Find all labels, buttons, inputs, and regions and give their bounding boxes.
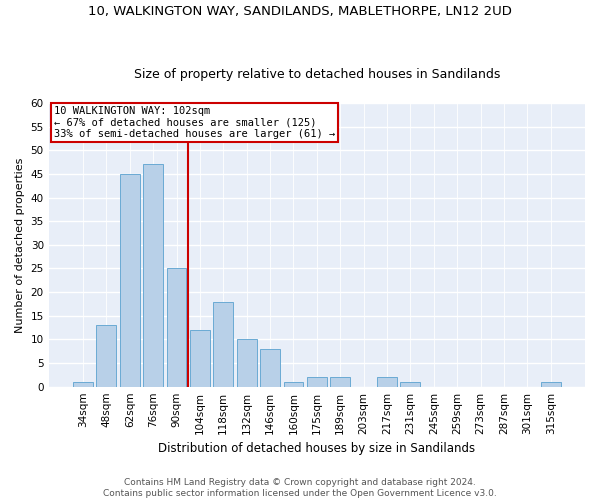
Bar <box>97 325 116 386</box>
Bar <box>143 164 163 386</box>
Bar <box>284 382 304 386</box>
Bar <box>214 302 233 386</box>
Bar <box>167 268 187 386</box>
Bar <box>237 340 257 386</box>
Bar <box>260 349 280 387</box>
Bar <box>120 174 140 386</box>
X-axis label: Distribution of detached houses by size in Sandilands: Distribution of detached houses by size … <box>158 442 475 455</box>
Bar <box>400 382 421 386</box>
Title: Size of property relative to detached houses in Sandilands: Size of property relative to detached ho… <box>134 68 500 81</box>
Bar <box>190 330 210 386</box>
Bar <box>541 382 560 386</box>
Text: Contains HM Land Registry data © Crown copyright and database right 2024.
Contai: Contains HM Land Registry data © Crown c… <box>103 478 497 498</box>
Text: 10, WALKINGTON WAY, SANDILANDS, MABLETHORPE, LN12 2UD: 10, WALKINGTON WAY, SANDILANDS, MABLETHO… <box>88 5 512 18</box>
Bar <box>307 377 327 386</box>
Y-axis label: Number of detached properties: Number of detached properties <box>15 157 25 332</box>
Text: 10 WALKINGTON WAY: 102sqm
← 67% of detached houses are smaller (125)
33% of semi: 10 WALKINGTON WAY: 102sqm ← 67% of detac… <box>54 106 335 139</box>
Bar <box>377 377 397 386</box>
Bar <box>73 382 93 386</box>
Bar <box>330 377 350 386</box>
